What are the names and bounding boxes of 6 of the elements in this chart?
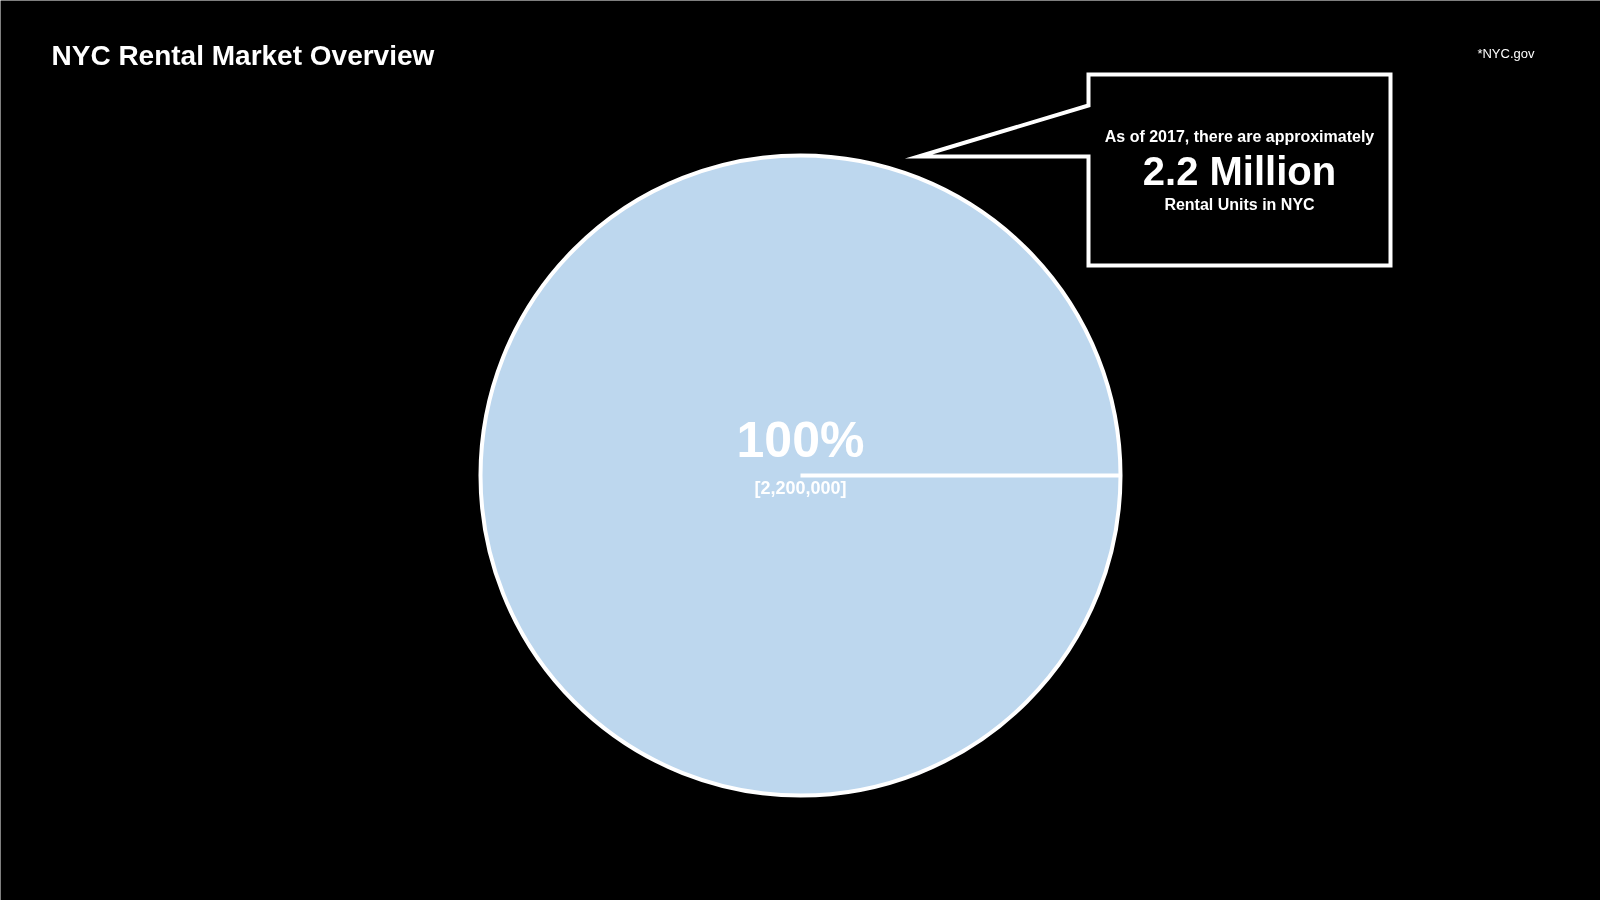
text: 2.2 Million [1142,148,1337,193]
text: Rental Units in NYC [1164,196,1316,213]
data-label: 100% [2,200,000] [736,411,865,498]
text: *NYC.gov [1477,46,1535,61]
text: NYC Rental Market Overview [51,40,435,71]
text: As of 2017, there are approximately [1104,128,1375,145]
